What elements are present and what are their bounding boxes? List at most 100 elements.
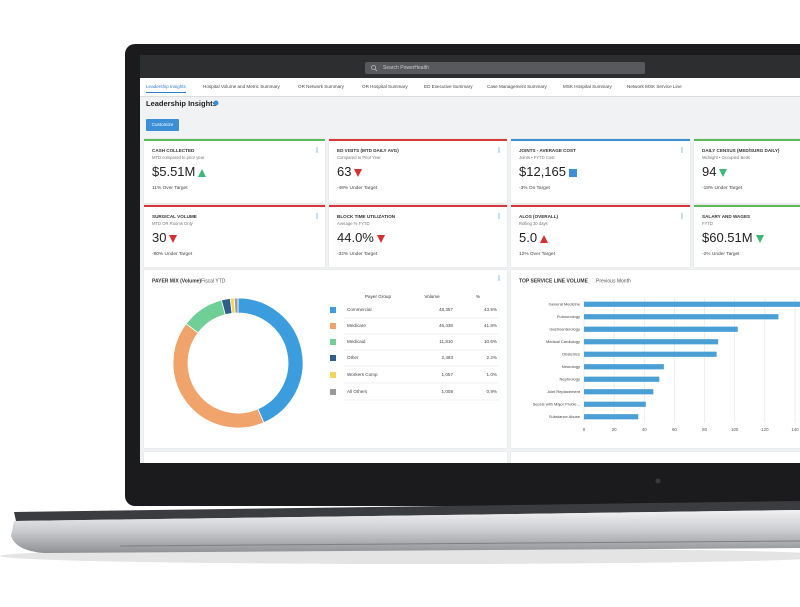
payer-volume: 2,483 xyxy=(442,355,454,360)
legend-swatch xyxy=(330,372,336,378)
menu-icon[interactable] xyxy=(498,147,500,153)
page-title: Leadership Insights xyxy=(146,99,217,108)
tab[interactable]: MSK Hospital Summary xyxy=(563,84,612,89)
donut-slice xyxy=(172,323,265,429)
menu-icon[interactable] xyxy=(498,213,500,219)
trend-square xyxy=(569,169,577,177)
y-tick-label: Sepsis with Major Proble... xyxy=(533,401,580,406)
y-tick-label: Substance Abuse xyxy=(549,414,581,419)
screen: Search PowerHealth Leadership Insights Ho… xyxy=(140,55,800,463)
trend-arrow xyxy=(719,169,727,177)
payer-chart: PAYER MIX (Volume) Fiscal YTD Payer Group V… xyxy=(152,275,500,429)
customize-button[interactable]: Customize xyxy=(146,119,179,131)
kpi-target: 12% Over Target xyxy=(519,252,555,257)
menu-dot xyxy=(316,147,318,149)
legend-swatch xyxy=(330,355,336,361)
tab[interactable]: OR Hospital Summary xyxy=(362,84,408,89)
menu-icon[interactable] xyxy=(316,147,318,153)
menu-dot xyxy=(498,151,500,153)
tab[interactable]: OR Network Summary xyxy=(298,84,344,89)
trend-arrow xyxy=(756,235,764,243)
x-tick-label: 140 xyxy=(791,427,799,432)
tab[interactable]: Hospital Volume and Metric Summary xyxy=(203,84,280,89)
bar xyxy=(584,339,719,345)
tab[interactable]: Network MSK Service Line xyxy=(627,84,682,89)
kpi-card: JOINTS - AVERAGE COST Joints • FYTD Cost $… xyxy=(511,139,690,203)
donut-slice xyxy=(237,297,304,424)
payer-percent: 2.2% xyxy=(487,355,497,360)
search-icon xyxy=(371,65,378,72)
kpi-value: 63 xyxy=(337,164,352,179)
menu-dot xyxy=(498,149,500,151)
legend-swatch xyxy=(330,307,336,313)
payer-name: Workers Comp xyxy=(347,372,378,377)
menu-dot xyxy=(498,275,500,277)
menu-dot xyxy=(681,217,683,219)
base-edge xyxy=(119,540,800,547)
bar xyxy=(584,389,654,395)
tab[interactable]: ED Executive Summary xyxy=(424,84,473,89)
kpi-target: -32% Under Target xyxy=(337,252,378,257)
hinge xyxy=(14,501,800,521)
kpi-title: ED VISITS (MTD DAILY AVG) xyxy=(337,148,399,153)
chart-title: PAYER MIX (Volume) xyxy=(152,278,201,284)
x-tick-label: 40 xyxy=(642,427,647,432)
kpi-subtitle: FYTD xyxy=(702,221,713,226)
kpi-value: $12,165 xyxy=(519,164,566,179)
bar xyxy=(584,376,660,382)
menu xyxy=(681,213,683,219)
payer-volume: 1,057 xyxy=(442,372,454,377)
top-bar: Search PowerHealth xyxy=(140,55,800,78)
kpi-card: BLOCK TIME UTILIZATION Average % FYTD 44.0… xyxy=(329,205,507,267)
menu-dot xyxy=(681,149,683,151)
menu-icon[interactable] xyxy=(498,275,500,281)
y-tick-label: Pulmonology xyxy=(557,314,580,319)
kpi-target: -18% Under Target xyxy=(702,186,743,191)
kpi-target: 11% Over Target xyxy=(152,186,188,191)
kpi-subtitle: Joints • FYTD Cost xyxy=(519,155,555,160)
payer-name: All Others xyxy=(347,389,368,394)
bar xyxy=(584,301,800,307)
camera xyxy=(655,478,661,484)
payer-percent: 43.5% xyxy=(484,307,497,312)
x-tick-label: 100 xyxy=(731,427,739,432)
legend-swatch xyxy=(330,323,336,329)
kpi-subtitle: Compared to Prior Year xyxy=(337,155,381,160)
kpi-title: CASH COLLECTED xyxy=(152,148,195,153)
info-icon xyxy=(213,100,219,106)
trend-icon xyxy=(198,169,206,177)
payer-volume: 11,810 xyxy=(439,339,453,344)
y-tick-label: Gastroenterology xyxy=(549,326,580,331)
kpi-card: CASH COLLECTED MTD compared to prior year… xyxy=(144,139,325,203)
payer-percent: 0.9% xyxy=(487,389,497,394)
menu-dot xyxy=(316,217,318,219)
x-tick-label: 60 xyxy=(672,427,677,432)
trend-icon xyxy=(354,169,362,177)
chart-title: TOP SERVICE LINE VOLUME xyxy=(519,278,589,284)
menu-icon[interactable] xyxy=(681,147,683,153)
tab[interactable]: Leadership Insights xyxy=(146,84,186,93)
menu-dot xyxy=(316,213,318,215)
y-tick-label: Nephrology xyxy=(560,376,580,381)
menu-dot xyxy=(316,149,318,151)
bar xyxy=(584,326,738,332)
bar xyxy=(584,414,639,420)
tab-bar: Leadership Insights Hospital Volume and M… xyxy=(140,78,800,97)
payer-name: Medicare xyxy=(347,323,366,328)
bar xyxy=(584,364,664,370)
bar xyxy=(584,314,779,320)
kpi-target: -48% Under Target xyxy=(337,186,378,191)
tab[interactable]: Case Management Summary xyxy=(487,84,547,89)
x-tick-label: 80 xyxy=(702,427,707,432)
search-box[interactable]: Search PowerHealth xyxy=(365,62,645,74)
kpi-card: SALARY AND WAGES FYTD $60.51M -2% Under Tar… xyxy=(694,205,800,267)
menu-dot xyxy=(498,213,500,215)
donut-slice xyxy=(233,297,239,314)
menu-icon[interactable] xyxy=(681,213,683,219)
menu-icon[interactable] xyxy=(316,213,318,219)
trend-arrow xyxy=(377,235,385,243)
menu xyxy=(498,213,500,219)
kpi-target: -2% Under Target xyxy=(702,252,740,257)
trend-icon xyxy=(540,235,548,243)
